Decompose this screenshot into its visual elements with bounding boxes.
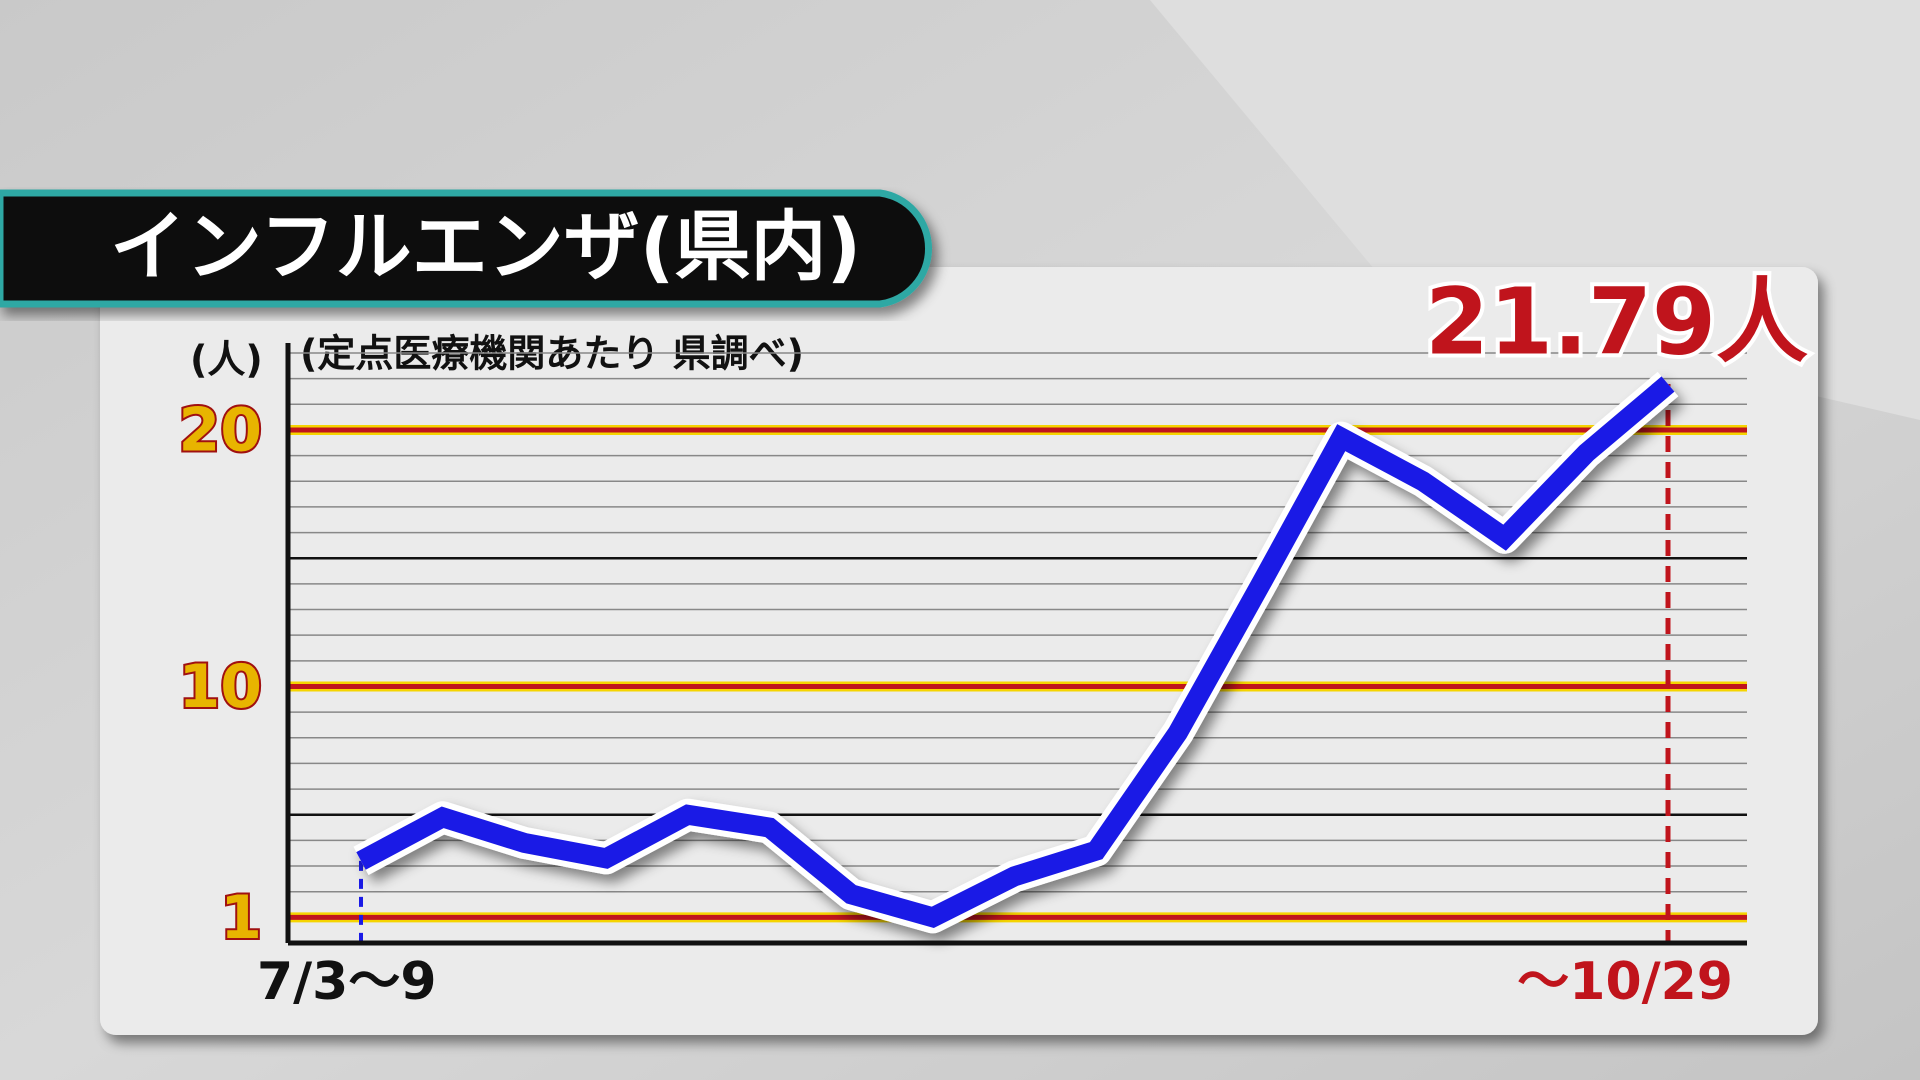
marks (353, 371, 1679, 943)
y-tick-label: 20 (179, 396, 263, 466)
y-tick-label: 1 (220, 883, 262, 953)
line (356, 376, 1675, 929)
value-label: 21.79人 (1425, 268, 1808, 375)
chart-title: インフルエンザ(県内) (110, 202, 861, 291)
x-tick-label: 7/3〜9 (257, 952, 437, 1012)
y-tick-label: 10 (179, 652, 263, 722)
x-tick-label: 〜10/29 (1517, 952, 1733, 1012)
title-bar (0, 189, 933, 308)
y-axis-label: (人) (190, 338, 263, 382)
